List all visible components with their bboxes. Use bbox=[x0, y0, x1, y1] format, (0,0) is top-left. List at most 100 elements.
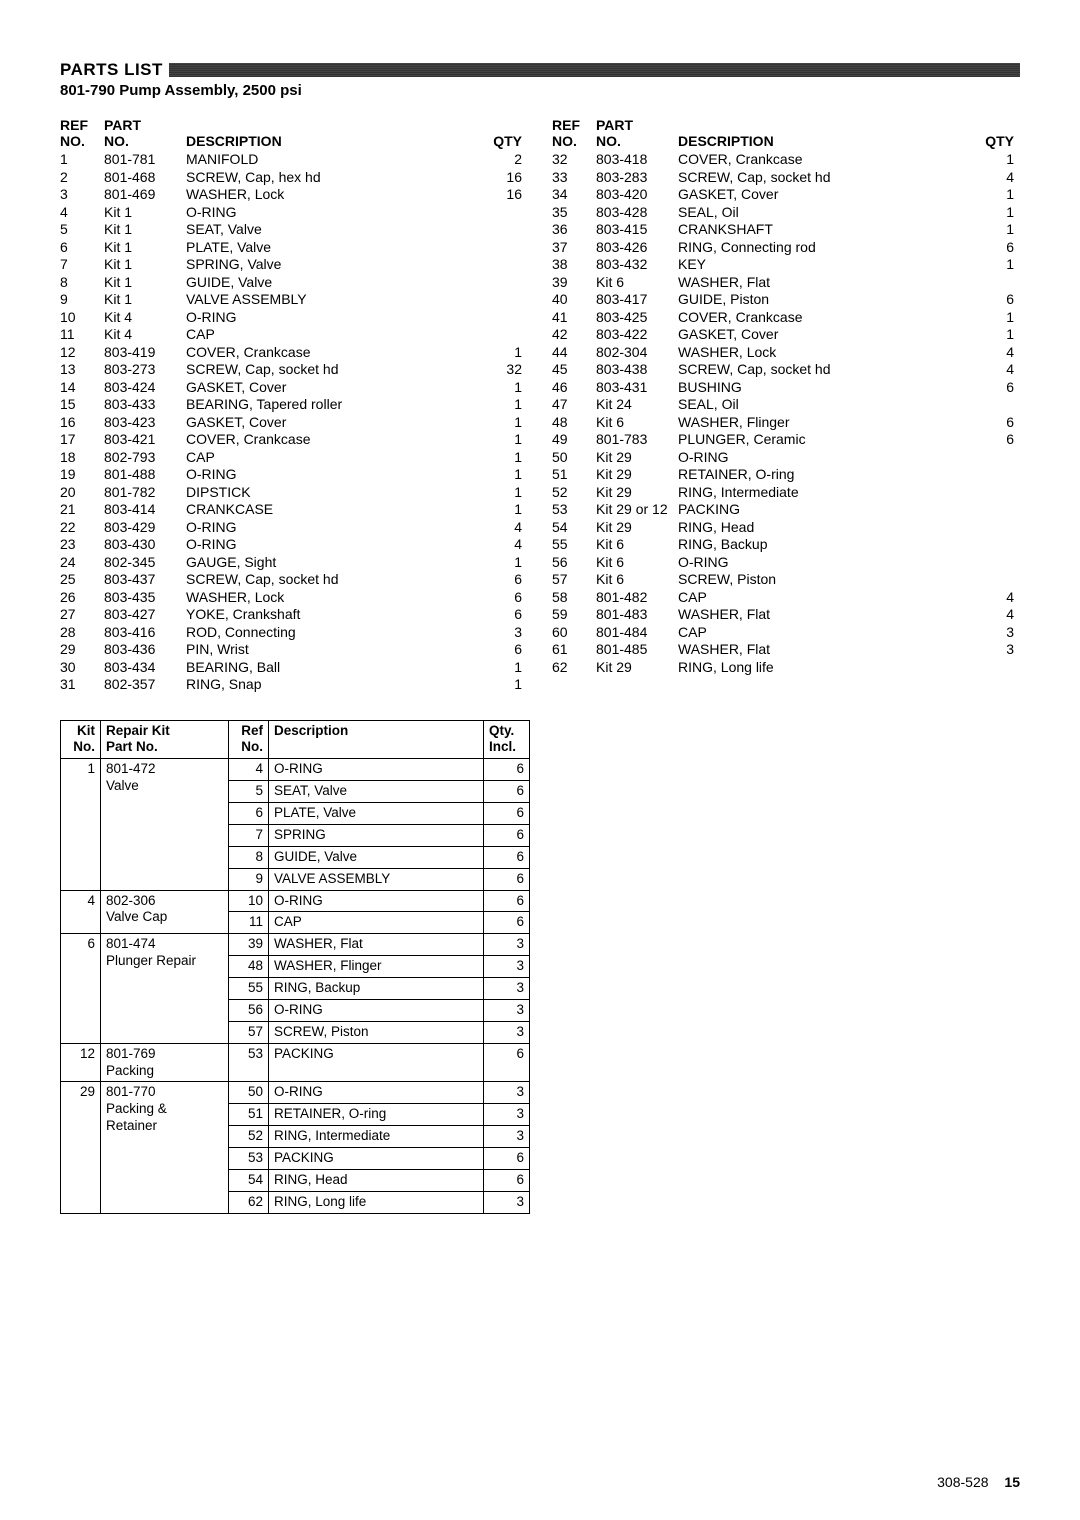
cell-ref: 27 bbox=[60, 606, 104, 624]
cell-ref: 4 bbox=[60, 204, 104, 222]
cell-desc: CRANKCASE bbox=[186, 501, 484, 519]
cell-qty bbox=[976, 466, 1020, 484]
cell-ref: 36 bbox=[552, 221, 596, 239]
cell-ref: 11 bbox=[60, 326, 104, 344]
cell-ref: 25 bbox=[60, 571, 104, 589]
cell-qty bbox=[484, 239, 528, 257]
cell-qty: 4 bbox=[976, 361, 1020, 379]
cell-ref: 28 bbox=[60, 624, 104, 642]
cell-part: 801-482 bbox=[596, 589, 678, 607]
kit-ref: 57 bbox=[229, 1021, 269, 1043]
assembly-subtitle: 801-790 Pump Assembly, 2500 psi bbox=[60, 82, 1020, 99]
table-row: 5Kit 1SEAT, Valve bbox=[60, 221, 528, 239]
kit-ref: 48 bbox=[229, 956, 269, 978]
cell-qty: 1 bbox=[976, 326, 1020, 344]
cell-qty: 3 bbox=[976, 641, 1020, 659]
cell-ref: 48 bbox=[552, 414, 596, 432]
kit-qty: 6 bbox=[484, 868, 530, 890]
cell-part: Kit 4 bbox=[104, 326, 186, 344]
cell-part: 803-438 bbox=[596, 361, 678, 379]
cell-desc: WASHER, Flat bbox=[678, 641, 976, 659]
parts-table-right: REFNO.PARTNO.DESCRIPTIONQTY32803-418COVE… bbox=[552, 117, 1020, 676]
cell-desc: PACKING bbox=[678, 501, 976, 519]
cell-qty: 3 bbox=[484, 624, 528, 642]
cell-part: 803-424 bbox=[104, 379, 186, 397]
parts-column-right: REFNO.PARTNO.DESCRIPTIONQTY32803-418COVE… bbox=[552, 117, 1020, 694]
table-row: 27803-427YOKE, Crankshaft6 bbox=[60, 606, 528, 624]
cell-desc: O-RING bbox=[186, 309, 484, 327]
cell-ref: 33 bbox=[552, 169, 596, 187]
table-row: 60801-484CAP3 bbox=[552, 624, 1020, 642]
cell-desc: CAP bbox=[186, 326, 484, 344]
cell-part: Kit 4 bbox=[104, 309, 186, 327]
table-row: 41803-425COVER, Crankcase1 bbox=[552, 309, 1020, 327]
kit-desc: CAP bbox=[269, 912, 484, 934]
cell-part: 803-414 bbox=[104, 501, 186, 519]
kit-qty: 3 bbox=[484, 1126, 530, 1148]
cell-part: 801-781 bbox=[104, 151, 186, 169]
table-row: 1801-781MANIFOLD2 bbox=[60, 151, 528, 169]
cell-qty bbox=[976, 396, 1020, 414]
cell-ref: 46 bbox=[552, 379, 596, 397]
cell-desc: SPRING, Valve bbox=[186, 256, 484, 274]
cell-part: 802-304 bbox=[596, 344, 678, 362]
table-row: 48Kit 6WASHER, Flinger6 bbox=[552, 414, 1020, 432]
page-number: 15 bbox=[1004, 1474, 1020, 1490]
cell-part: 801-468 bbox=[104, 169, 186, 187]
cell-qty: 6 bbox=[484, 641, 528, 659]
cell-part: 803-415 bbox=[596, 221, 678, 239]
table-row: 3801-469WASHER, Lock16 bbox=[60, 186, 528, 204]
cell-qty: 1 bbox=[484, 344, 528, 362]
cell-ref: 17 bbox=[60, 431, 104, 449]
cell-qty: 1 bbox=[484, 554, 528, 572]
cell-part: 803-273 bbox=[104, 361, 186, 379]
cell-desc: SCREW, Cap, hex hd bbox=[186, 169, 484, 187]
cell-part: 803-419 bbox=[104, 344, 186, 362]
table-row: 19801-488O-RING1 bbox=[60, 466, 528, 484]
table-row: 38803-432KEY1 bbox=[552, 256, 1020, 274]
table-row: 18802-793CAP1 bbox=[60, 449, 528, 467]
cell-desc: COVER, Crankcase bbox=[186, 344, 484, 362]
cell-desc: CAP bbox=[678, 589, 976, 607]
cell-desc: GASKET, Cover bbox=[678, 186, 976, 204]
cell-part: 803-420 bbox=[596, 186, 678, 204]
table-row: 16803-423GASKET, Cover1 bbox=[60, 414, 528, 432]
table-row: 23803-430O-RING4 bbox=[60, 536, 528, 554]
kit-desc: RING, Intermediate bbox=[269, 1126, 484, 1148]
cell-qty: 1 bbox=[484, 449, 528, 467]
cell-qty: 6 bbox=[976, 239, 1020, 257]
cell-qty: 1 bbox=[484, 431, 528, 449]
cell-qty: 1 bbox=[976, 309, 1020, 327]
cell-desc: RING, Connecting rod bbox=[678, 239, 976, 257]
cell-desc: WASHER, Flat bbox=[678, 274, 976, 292]
cell-qty bbox=[976, 536, 1020, 554]
cell-part: 803-430 bbox=[104, 536, 186, 554]
table-row: 13803-273SCREW, Cap, socket hd32 bbox=[60, 361, 528, 379]
cell-qty bbox=[976, 519, 1020, 537]
kit-row: 6801-474Plunger Repair39WASHER, Flat3 bbox=[61, 934, 530, 956]
kit-no: 29 bbox=[61, 1082, 101, 1213]
cell-qty: 3 bbox=[976, 624, 1020, 642]
cell-ref: 34 bbox=[552, 186, 596, 204]
cell-part: 801-782 bbox=[104, 484, 186, 502]
table-row: 34803-420GASKET, Cover1 bbox=[552, 186, 1020, 204]
cell-part: 803-417 bbox=[596, 291, 678, 309]
cell-qty: 16 bbox=[484, 186, 528, 204]
cell-qty bbox=[976, 571, 1020, 589]
cell-desc: GUIDE, Valve bbox=[186, 274, 484, 292]
cell-desc: COVER, Crankcase bbox=[678, 151, 976, 169]
cell-desc: GAUGE, Sight bbox=[186, 554, 484, 572]
table-row: 40803-417GUIDE, Piston6 bbox=[552, 291, 1020, 309]
cell-ref: 24 bbox=[60, 554, 104, 572]
cell-qty bbox=[976, 554, 1020, 572]
kit-qty: 6 bbox=[484, 781, 530, 803]
cell-desc: RING, Head bbox=[678, 519, 976, 537]
kit-ref: 53 bbox=[229, 1148, 269, 1170]
col-desc: DESCRIPTION bbox=[186, 117, 484, 151]
table-row: 8Kit 1GUIDE, Valve bbox=[60, 274, 528, 292]
cell-ref: 42 bbox=[552, 326, 596, 344]
cell-desc: RING, Snap bbox=[186, 676, 484, 694]
parts-column-left: REFNO.PARTNO.DESCRIPTIONQTY1801-781MANIF… bbox=[60, 117, 528, 694]
kit-row: 1801-472Valve4O-RING6 bbox=[61, 759, 530, 781]
cell-qty bbox=[976, 484, 1020, 502]
